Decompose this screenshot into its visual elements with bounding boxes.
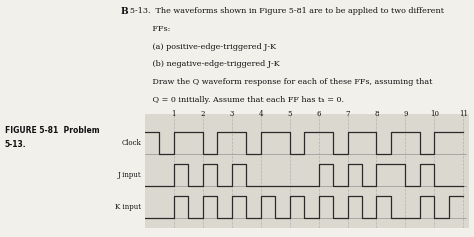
Text: FFs:: FFs: <box>130 25 171 33</box>
Text: 3: 3 <box>229 110 234 118</box>
Text: 9: 9 <box>403 110 408 118</box>
Text: B: B <box>121 7 128 16</box>
Text: J input: J input <box>118 171 141 179</box>
Text: 10: 10 <box>430 110 439 118</box>
Text: 6: 6 <box>316 110 321 118</box>
Text: 2: 2 <box>201 110 205 118</box>
Text: 5-13.: 5-13. <box>5 140 27 149</box>
Text: 5: 5 <box>287 110 292 118</box>
Text: K input: K input <box>115 203 141 211</box>
Text: Clock: Clock <box>121 139 141 147</box>
Text: (b) negative-edge-triggered J-K: (b) negative-edge-triggered J-K <box>130 60 280 68</box>
Text: FIGURE 5-81  Problem: FIGURE 5-81 Problem <box>5 126 100 135</box>
Text: 4: 4 <box>258 110 263 118</box>
Text: Q = 0 initially. Assume that each FF has tₕ = 0.: Q = 0 initially. Assume that each FF has… <box>130 96 344 104</box>
Text: (a) positive-edge-triggered J-K: (a) positive-edge-triggered J-K <box>130 43 276 51</box>
Text: 5-13.  The waveforms shown in Figure 5-81 are to be applied to two different: 5-13. The waveforms shown in Figure 5-81… <box>130 7 444 15</box>
Text: 1: 1 <box>171 110 176 118</box>
Text: 11: 11 <box>459 110 468 118</box>
Text: 8: 8 <box>374 110 379 118</box>
Text: Draw the Q waveform response for each of these FFs, assuming that: Draw the Q waveform response for each of… <box>130 78 433 86</box>
Text: 7: 7 <box>345 110 350 118</box>
